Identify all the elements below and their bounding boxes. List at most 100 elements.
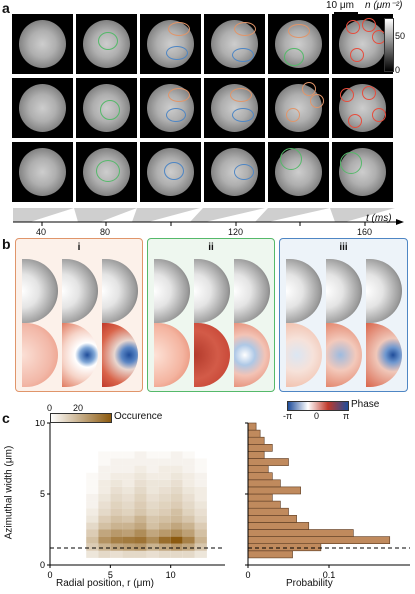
density-image bbox=[204, 78, 265, 138]
vortex-marker bbox=[310, 94, 324, 108]
colorbar-tick-max: 50 bbox=[395, 31, 406, 41]
histogram-bar bbox=[247, 479, 281, 488]
density-half-disc bbox=[366, 259, 402, 323]
heatmap-cell bbox=[146, 508, 159, 516]
histogram-bar bbox=[247, 550, 293, 559]
density-image bbox=[268, 142, 329, 202]
heatmap-ylabel: Azimuthal width (μm) bbox=[3, 445, 15, 540]
heatmap-cell bbox=[98, 501, 111, 509]
heatmap-cell bbox=[110, 451, 123, 459]
occurrence-tick-0: 0 bbox=[47, 403, 53, 413]
heatmap-cell bbox=[98, 536, 111, 544]
panel-c-letter: c bbox=[2, 410, 10, 426]
heatmap-cell bbox=[122, 508, 135, 516]
heatmap-cell bbox=[86, 508, 99, 516]
heatmap-cell bbox=[182, 472, 195, 480]
heatmap-cell bbox=[194, 515, 207, 523]
histogram-bar bbox=[247, 486, 301, 495]
heatmap-cell bbox=[194, 486, 207, 494]
density-image bbox=[332, 14, 393, 74]
density-half-disc bbox=[62, 259, 98, 323]
heatmap-cell bbox=[146, 501, 159, 509]
x-tick-label: 10 bbox=[166, 570, 176, 580]
heatmap-cell bbox=[182, 529, 195, 537]
heatmap-cell bbox=[122, 494, 135, 502]
phase-half-disc bbox=[194, 323, 230, 387]
time-axis bbox=[13, 208, 404, 226]
heatmap-cell bbox=[110, 479, 123, 487]
heatmap-cell bbox=[86, 451, 99, 459]
scale-bar-line bbox=[334, 12, 358, 14]
histogram-bar bbox=[247, 458, 289, 466]
heatmap-cell bbox=[194, 529, 207, 537]
heatmap-cell bbox=[134, 458, 147, 466]
heatmap-cell bbox=[86, 529, 99, 537]
heatmap-cell bbox=[158, 458, 171, 466]
heatmap-cell bbox=[86, 472, 99, 480]
heatmap-cell bbox=[194, 543, 207, 551]
scale-bar-label: 10 μm bbox=[326, 0, 354, 11]
heatmap-cell bbox=[98, 494, 111, 502]
vortex-marker bbox=[286, 108, 300, 122]
phase-half-disc bbox=[102, 323, 138, 387]
density-image bbox=[268, 78, 329, 138]
phase-half-disc bbox=[286, 323, 322, 387]
heatmap-cell bbox=[158, 494, 171, 502]
heatmap-cell bbox=[146, 543, 159, 551]
histogram-bar bbox=[247, 422, 257, 431]
vortex-marker bbox=[340, 152, 362, 174]
vortex-marker bbox=[100, 100, 120, 120]
subpanel-iii: iii bbox=[279, 238, 408, 392]
heatmap-cell bbox=[182, 536, 195, 544]
heatmap-cell bbox=[134, 515, 147, 523]
heatmap-cell bbox=[86, 458, 99, 466]
density-half-disc bbox=[102, 259, 138, 323]
colorbar-tick-min: 0 bbox=[395, 65, 401, 75]
time-axis-label: t (ms) bbox=[366, 213, 392, 224]
heatmap-cell bbox=[122, 536, 135, 544]
heatmap-cell bbox=[122, 529, 135, 537]
heatmap-cell bbox=[86, 479, 99, 487]
density-image bbox=[76, 78, 137, 138]
heatmap-cell bbox=[170, 536, 183, 544]
occurrence-colorbar-title: Occurence bbox=[114, 411, 163, 422]
vortex-marker bbox=[288, 24, 310, 38]
vortex-marker bbox=[166, 108, 186, 122]
histogram-bar bbox=[247, 543, 322, 552]
heatmap-cell bbox=[158, 529, 171, 537]
heatmap-cell bbox=[122, 515, 135, 523]
heatmap-cell bbox=[122, 465, 135, 473]
heatmap-cell bbox=[158, 515, 171, 523]
vortex-marker bbox=[362, 86, 376, 100]
vortex-marker bbox=[346, 20, 360, 34]
heatmap-cell bbox=[170, 550, 183, 558]
heatmap-cell bbox=[146, 465, 159, 473]
heatmap-cell bbox=[134, 508, 147, 516]
heatmap-cell bbox=[158, 479, 171, 487]
x-tick-label: 5 bbox=[108, 570, 113, 580]
heatmap-cell bbox=[86, 486, 99, 494]
heatmap-cell bbox=[134, 451, 147, 459]
heatmap-cell bbox=[158, 536, 171, 544]
heatmap-cell bbox=[158, 501, 171, 509]
density-image bbox=[204, 14, 265, 74]
heatmap-cell bbox=[146, 522, 159, 530]
histogram-bar bbox=[247, 451, 265, 459]
heatmap-cell bbox=[122, 501, 135, 509]
heatmap-cell bbox=[98, 479, 111, 487]
heatmap-cell bbox=[170, 508, 183, 516]
heatmap-cell bbox=[170, 501, 183, 509]
heatmap-cell bbox=[98, 508, 111, 516]
heatmap-cell bbox=[146, 451, 159, 459]
heatmap-cell bbox=[170, 515, 183, 523]
heatmap-cell bbox=[122, 550, 135, 558]
heatmap-cell bbox=[182, 465, 195, 473]
heatmap-cell bbox=[134, 472, 147, 480]
heatmap-cell bbox=[98, 522, 111, 530]
heatmap-cell bbox=[182, 501, 195, 509]
heatmap-cell bbox=[146, 529, 159, 537]
heatmap-cell bbox=[194, 465, 207, 473]
heatmap-cell bbox=[170, 543, 183, 551]
density-half-disc bbox=[154, 259, 190, 323]
heatmap-cell bbox=[146, 515, 159, 523]
